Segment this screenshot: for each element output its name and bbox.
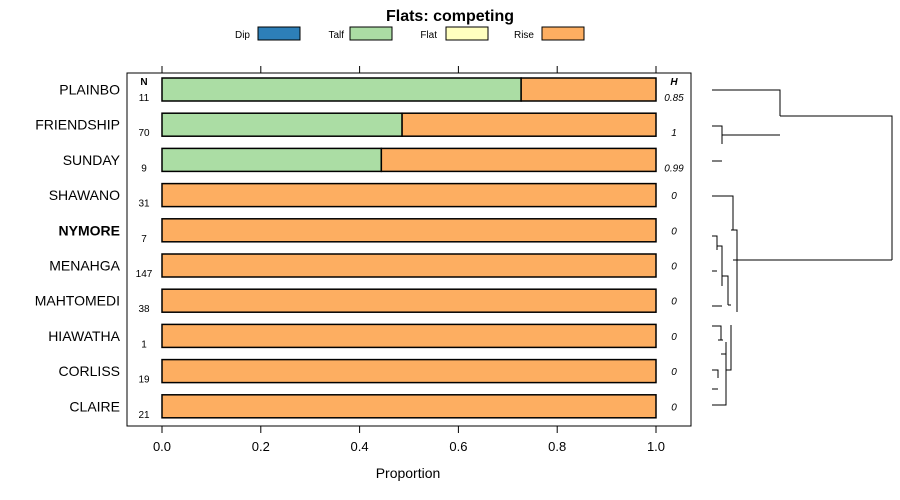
bar-row: SUNDAY 9 0.99 <box>63 147 684 174</box>
row-label: CORLISS <box>59 363 120 379</box>
chart-title: Flats: competing <box>386 8 514 25</box>
n-value: 38 <box>138 304 150 315</box>
bar-segment-rise <box>161 182 657 208</box>
bar-segment-rise <box>520 77 657 102</box>
n-value: 19 <box>138 375 150 386</box>
n-value: 31 <box>138 199 150 210</box>
h-value: 0 <box>671 191 677 202</box>
row-label: PLAINBO <box>59 82 120 98</box>
legend-label: Dip <box>235 30 250 41</box>
row-label: MENAHGA <box>49 258 120 274</box>
bar-segment-rise <box>161 323 657 349</box>
h-value: 0 <box>671 262 677 273</box>
x-tick-label: 0.4 <box>351 439 369 454</box>
x-tick-label: 0.2 <box>252 439 270 454</box>
bar-row: NYMORE 7 0 <box>59 218 677 245</box>
h-value: 0 <box>671 297 677 308</box>
n-value: 9 <box>141 163 147 174</box>
legend-label: Flat <box>420 30 437 41</box>
h-value: 0 <box>671 367 677 378</box>
row-label: HIAWATHA <box>48 328 120 344</box>
n-value: 21 <box>138 410 150 421</box>
n-column-header: N <box>140 77 147 88</box>
h-value: 0 <box>671 332 677 343</box>
bar-segment-rise <box>161 288 657 313</box>
top-ticks <box>161 66 657 73</box>
bar-row: CLAIRE 21 0 <box>69 394 677 421</box>
dendrogram-branch <box>712 89 781 162</box>
bar-segment-talf <box>161 77 522 102</box>
bar-segment-rise <box>161 218 657 243</box>
n-value: 70 <box>138 128 150 139</box>
legend-swatch <box>257 26 301 41</box>
n-value: 7 <box>141 234 147 245</box>
bar-row: HIAWATHA 1 0 <box>48 323 677 350</box>
row-label: FRIENDSHIP <box>35 117 120 133</box>
x-axis: 0.0 0.2 0.4 0.6 0.8 1.0 <box>153 426 665 454</box>
row-label: SUNDAY <box>63 152 121 168</box>
legend: Dip Talf Flat Rise <box>235 26 585 41</box>
bar-segment-rise <box>401 112 657 137</box>
dendrogram-branch <box>712 115 893 406</box>
legend-label: Rise <box>514 30 534 41</box>
x-tick-label: 0.8 <box>548 439 566 454</box>
h-value: 1 <box>671 128 677 139</box>
n-value: 11 <box>139 93 150 104</box>
bar-row: CORLISS 19 0 <box>59 358 677 386</box>
n-value: 147 <box>136 269 153 280</box>
n-value: 1 <box>141 339 147 350</box>
legend-swatch <box>349 26 393 41</box>
bar-segment-rise <box>161 358 657 384</box>
h-value: 0 <box>671 226 677 237</box>
row-label: SHAWANO <box>49 187 120 203</box>
h-value: 0.85 <box>664 93 684 104</box>
x-axis-title: Proportion <box>376 465 441 481</box>
dendrogram <box>712 89 893 406</box>
legend-swatch <box>445 26 489 41</box>
bar-segment-rise <box>380 147 657 173</box>
bar-row: MAHTOMEDI 38 0 <box>35 288 677 315</box>
bar-row: MENAHGA 147 0 <box>49 253 677 280</box>
bar-segment-talf <box>161 147 383 173</box>
row-label: MAHTOMEDI <box>35 293 120 309</box>
plot-frame <box>126 72 692 427</box>
legend-label: Talf <box>328 30 344 41</box>
x-tick-label: 0.0 <box>153 439 171 454</box>
legend-swatch <box>541 26 585 41</box>
bar-segment-rise <box>161 253 657 278</box>
row-label: CLAIRE <box>69 398 120 414</box>
row-label: NYMORE <box>59 222 120 238</box>
bar-row: FRIENDSHIP 70 1 <box>35 112 677 139</box>
x-tick-label: 0.6 <box>449 439 467 454</box>
x-tick-label: 1.0 <box>647 439 665 454</box>
bar-segment-talf <box>161 112 403 137</box>
bar-row: PLAINBO 11 0.85 <box>59 77 684 104</box>
h-column-header: H <box>670 77 678 88</box>
bar-row: SHAWANO 31 0 <box>49 182 677 210</box>
bar-segment-rise <box>161 394 657 419</box>
h-value: 0 <box>671 402 677 413</box>
h-value: 0.99 <box>664 163 684 174</box>
